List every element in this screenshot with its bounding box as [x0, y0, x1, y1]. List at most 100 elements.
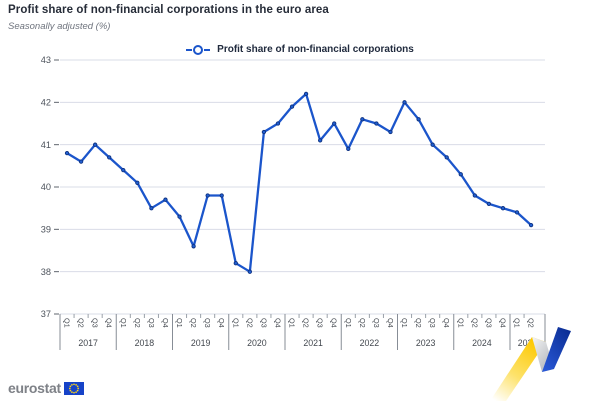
- legend-dash-icon: [204, 48, 211, 51]
- data-point-marker: [275, 121, 281, 126]
- quarter-label: Q1: [175, 318, 184, 328]
- year-label: 2023: [416, 338, 436, 348]
- data-point-marker: [191, 244, 196, 249]
- data-point-marker: [247, 269, 252, 274]
- eu-star: [75, 390, 77, 393]
- eurostat-logo: eurostat: [8, 380, 84, 396]
- quarter-label: Q2: [189, 318, 198, 328]
- eu-star: [76, 389, 79, 391]
- chart-subtitle: Seasonally adjusted (%): [8, 21, 111, 32]
- data-point-marker: [430, 142, 435, 147]
- data-point-marker: [261, 129, 267, 135]
- data-point-marker: [163, 197, 168, 202]
- legend-dash-icon: [186, 48, 193, 51]
- quarter-label: Q3: [259, 318, 268, 328]
- quarter-label: Q2: [133, 318, 142, 328]
- quarter-label: Q2: [527, 318, 536, 328]
- data-point-marker: [514, 210, 520, 215]
- year-label: 2020: [247, 338, 267, 348]
- data-point-marker: [528, 222, 534, 228]
- quarter-label: Q1: [513, 318, 522, 328]
- data-point-marker: [318, 138, 323, 143]
- data-point-marker: [78, 159, 84, 164]
- year-label: 2017: [78, 338, 98, 348]
- quarter-label: Q2: [470, 318, 479, 328]
- eu-star: [69, 389, 72, 391]
- quarter-label: Q1: [231, 318, 240, 328]
- data-point-marker: [107, 155, 112, 160]
- eu-star: [76, 385, 79, 387]
- y-tick-label: 39: [41, 225, 51, 235]
- legend: Profit share of non-financial corporatio…: [0, 44, 600, 55]
- eu-flag-icon: [63, 381, 84, 395]
- chart-title: Profit share of non-financial corporatio…: [8, 4, 329, 16]
- eu-star: [72, 382, 75, 385]
- quarter-label: Q3: [316, 318, 325, 328]
- quarter-label: Q4: [442, 318, 451, 328]
- quarter-label: Q2: [77, 318, 86, 328]
- data-point-marker: [374, 121, 379, 126]
- quarter-label: Q2: [414, 318, 423, 328]
- y-tick-label: 42: [41, 98, 51, 108]
- year-label: 2021: [303, 338, 323, 348]
- data-point-marker: [486, 201, 492, 207]
- year-label: 2022: [360, 338, 380, 348]
- data-point-marker: [64, 150, 70, 156]
- y-tick-label: 41: [41, 140, 51, 150]
- legend-label: Profit share of non-financial corporatio…: [217, 44, 414, 55]
- quarter-label: Q3: [484, 318, 493, 328]
- eu-star: [68, 387, 71, 389]
- legend-circle-icon: [193, 44, 204, 55]
- data-point-marker: [402, 100, 407, 105]
- data-point-marker: [332, 121, 337, 126]
- y-tick-label: 43: [41, 55, 51, 65]
- y-tick-label: 37: [41, 309, 51, 319]
- quarter-label: Q2: [245, 318, 254, 328]
- quarter-label: Q1: [456, 318, 465, 328]
- quarter-label: Q1: [400, 318, 409, 328]
- y-tick-label: 40: [41, 182, 51, 192]
- quarter-label: Q3: [428, 318, 437, 328]
- quarter-label: Q4: [330, 318, 339, 328]
- data-point-marker: [416, 117, 421, 122]
- quarter-label: Q2: [302, 318, 311, 328]
- year-label: 2018: [135, 338, 155, 348]
- profit-share-line: [65, 92, 533, 273]
- quarter-label: Q3: [91, 318, 100, 328]
- year-label: 2024: [472, 338, 492, 348]
- data-point-marker: [219, 193, 224, 198]
- quarter-label: Q3: [147, 318, 156, 328]
- quarter-label: Q4: [498, 318, 507, 328]
- data-point-marker: [121, 167, 126, 173]
- data-point-marker: [472, 193, 477, 198]
- quarter-label: Q1: [63, 318, 72, 328]
- data-point-marker: [444, 155, 449, 160]
- eu-star: [70, 383, 73, 386]
- data-point-marker: [500, 206, 506, 211]
- eu-star: [70, 390, 73, 393]
- eu-star: [72, 391, 75, 394]
- decorative-ribbon-icon: [490, 327, 571, 401]
- year-label: 2019: [191, 338, 211, 348]
- data-point-marker: [458, 172, 463, 177]
- data-point-marker: [360, 117, 365, 122]
- data-point-marker: [388, 129, 393, 135]
- data-point-marker: [205, 193, 210, 198]
- quarter-label: Q4: [217, 318, 226, 328]
- data-point-marker: [177, 214, 182, 219]
- quarter-label: Q1: [288, 318, 297, 328]
- eu-star: [77, 387, 79, 389]
- data-point-marker: [303, 91, 309, 97]
- data-point-marker: [93, 142, 98, 147]
- quarter-label: Q4: [386, 318, 395, 328]
- quarter-label: Q4: [273, 318, 282, 328]
- data-point-marker: [346, 146, 351, 152]
- quarter-label: Q1: [119, 318, 128, 328]
- quarter-label: Q3: [203, 318, 212, 328]
- eu-star: [75, 383, 77, 386]
- eurostat-logo-text: eurostat: [8, 380, 61, 396]
- data-point-marker: [135, 180, 140, 185]
- year-label: 2025: [518, 338, 538, 348]
- data-point-marker: [289, 104, 295, 109]
